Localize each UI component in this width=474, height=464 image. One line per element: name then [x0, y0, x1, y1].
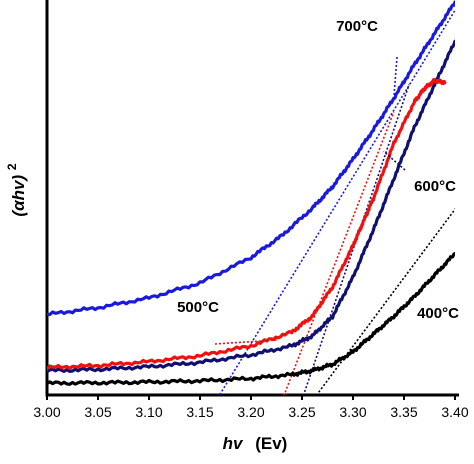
axes — [45, 0, 459, 400]
annotation-leader-600c — [383, 150, 406, 171]
x-tick-label: 3.35 — [390, 404, 417, 420]
x-axis-title-unit: (Ev) — [255, 434, 287, 453]
series-line-700c — [47, 0, 455, 317]
x-tick-label: 3.30 — [339, 404, 366, 420]
series-line-600c — [47, 39, 455, 374]
x-tick-label: 3.10 — [135, 404, 162, 420]
x-tick-label: 3.40 — [441, 404, 468, 420]
annotation-leader-400c — [417, 284, 426, 296]
annotation-label-700c: 700°C — [336, 18, 378, 35]
annotations: 700°C 600°C 500°C 400°C — [177, 18, 459, 345]
y-axis-title: (αhv) 2 — [5, 163, 28, 216]
series-line-400c — [47, 251, 455, 386]
x-tick-label: 3.25 — [288, 404, 315, 420]
annotation-label-600c: 600°C — [414, 178, 456, 195]
tangent-line-600c — [302, 84, 410, 395]
x-tick-label: 3.00 — [33, 404, 60, 420]
tangent-line-400c — [315, 207, 455, 395]
x-axis-title: hv (Ev) — [223, 434, 288, 453]
x-tick-label: 3.05 — [84, 404, 111, 420]
annotation-label-500c: 500°C — [177, 299, 219, 316]
y-axis-title-superscript: 2 — [5, 163, 19, 170]
x-tick-label: 3.15 — [186, 404, 213, 420]
x-tick-labels: 3.00 3.05 3.10 3.15 3.20 3.25 3.30 3.35 3.40 — [33, 404, 468, 420]
x-tick-label: 3.20 — [237, 404, 264, 420]
series-lines — [47, 0, 455, 386]
annotation-leader-700c — [393, 56, 398, 99]
y-axis-title-main: (αhv) — [9, 175, 28, 217]
series-line-500c — [47, 78, 447, 371]
annotation-label-400c: 400°C — [417, 305, 459, 322]
x-axis-title-main: hv — [223, 434, 244, 453]
